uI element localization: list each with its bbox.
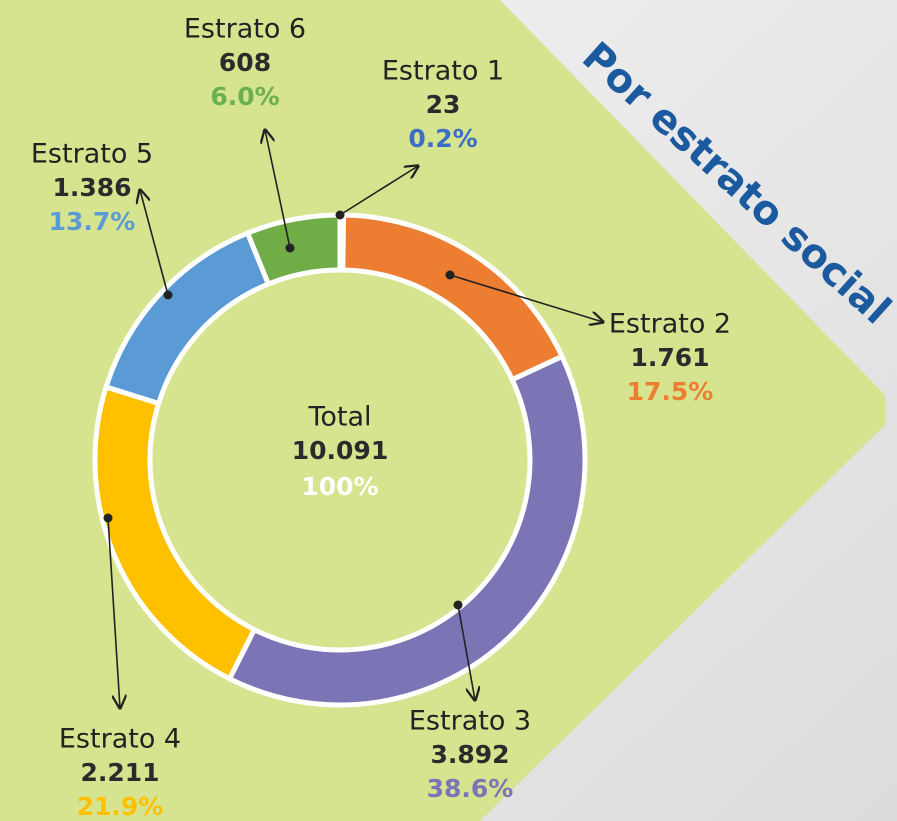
slice-value: 3.892: [430, 740, 509, 769]
slice-value: 608: [219, 48, 271, 77]
leader-line: [449, 274, 603, 322]
slice-value: 23: [426, 90, 461, 119]
leader-line: [107, 517, 120, 708]
leader-lines: [103, 130, 604, 708]
slice-percentage: 21.9%: [77, 792, 164, 821]
total-percentage: 100%: [301, 472, 378, 501]
slice-percentage: 6.0%: [210, 82, 279, 111]
leader-line: [140, 190, 169, 296]
slice-name: Estrato 4: [59, 724, 181, 755]
leader-line: [265, 130, 291, 249]
slice-percentage: 17.5%: [627, 377, 714, 406]
slice-value: 1.761: [630, 343, 709, 372]
leader-line: [457, 604, 475, 700]
slice-percentage: 38.6%: [427, 774, 514, 803]
total-value: 10.091: [292, 436, 388, 465]
leader-line: [339, 166, 418, 216]
slice-name: Estrato 6: [184, 14, 306, 45]
donut-slice: [226, 353, 588, 708]
leader-dot: [445, 270, 455, 280]
leader-dot: [103, 513, 113, 523]
slice-value: 2.211: [80, 758, 159, 787]
leader-dot: [163, 290, 173, 300]
slice-percentage: 0.2%: [408, 124, 477, 153]
slice-name: Estrato 2: [609, 309, 731, 340]
leader-dot: [285, 243, 295, 253]
leader-dot: [453, 600, 463, 610]
slice-name: Estrato 5: [31, 139, 153, 170]
slice-percentage: 13.7%: [49, 207, 136, 236]
slice-name: Estrato 3: [409, 706, 531, 737]
slice-value: 1.386: [52, 173, 131, 202]
total-label: Total: [307, 402, 371, 433]
slice-name: Estrato 1: [382, 56, 504, 87]
leader-dot: [335, 210, 345, 220]
